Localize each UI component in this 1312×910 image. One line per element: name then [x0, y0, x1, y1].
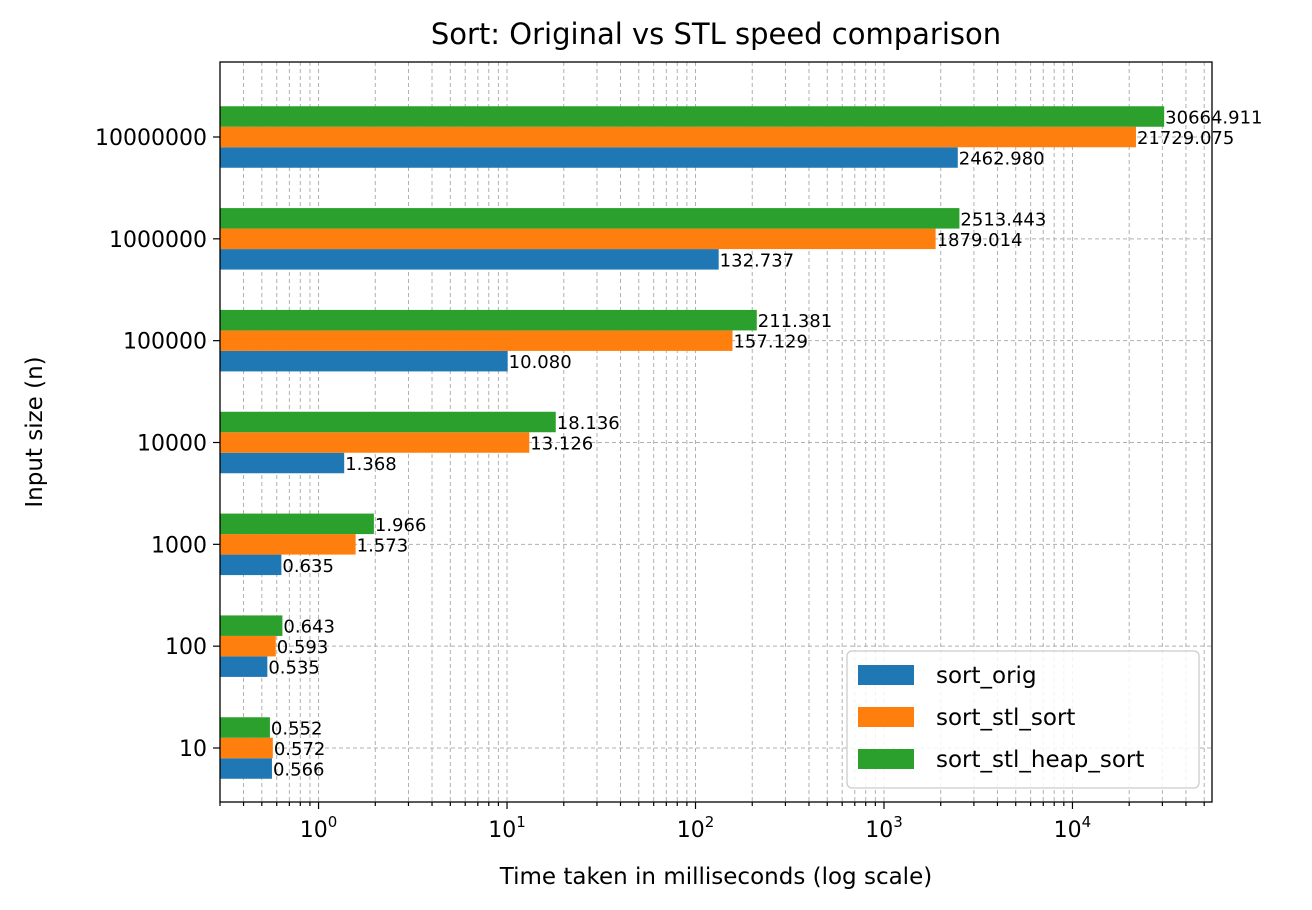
bar-sort-stl-sort: [220, 737, 273, 759]
bar-sort-stl-heap-sort: [220, 309, 757, 331]
bar-sort-stl-heap-sort: [220, 411, 556, 433]
y-axis-label: Input size (n): [22, 356, 48, 507]
x-tick-label: 104: [1054, 813, 1092, 843]
bar-value-label: 2513.443: [960, 209, 1046, 230]
bar-value-label: 0.593: [277, 637, 329, 658]
plot-area: [219, 61, 1213, 803]
legend-label: sort_stl_heap_sort: [936, 747, 1144, 773]
bar-value-label: 132.737: [720, 250, 794, 271]
bar-value-label: 13.126: [530, 434, 593, 455]
bar-value-label: 1.966: [375, 515, 427, 536]
bar-value-label: 18.136: [557, 413, 620, 434]
bar-sort-stl-heap-sort: [220, 615, 283, 636]
bar-value-label: 30664.911: [1165, 108, 1262, 129]
legend-swatch: [858, 707, 914, 727]
bar-sort-orig: [220, 758, 272, 779]
bar-value-label: 0.643: [283, 617, 335, 638]
bar-value-label: 0.566: [273, 760, 325, 781]
bar-sort-orig: [220, 656, 268, 677]
y-tick-label: 100: [165, 635, 207, 660]
bar-value-label: 0.552: [271, 719, 323, 740]
bars: [220, 106, 1165, 779]
bar-sort-stl-sort: [220, 635, 276, 657]
bar-sort-orig: [220, 452, 345, 474]
y-tick-label: 1000000: [109, 228, 207, 253]
bar-sort-orig: [220, 147, 958, 168]
bar-sort-orig: [220, 554, 282, 576]
bar-sort-stl-sort: [220, 534, 356, 555]
bar-value-label: 211.381: [758, 311, 832, 332]
bar-sort-stl-heap-sort: [220, 208, 960, 229]
bar-sort-orig: [220, 249, 719, 270]
bar-sort-orig: [220, 350, 508, 372]
y-tick-label: 10000000: [95, 126, 207, 151]
data-labels: 0.566 0.535 0.635 1.368 10.080 132.737 2462.98…: [268, 108, 1262, 781]
bar-value-label: 2462.980: [959, 149, 1045, 170]
legend-label: sort_stl_sort: [936, 705, 1075, 731]
bar-sort-stl-sort: [220, 126, 1136, 148]
x-tick-label: 103: [865, 813, 903, 843]
bar-value-label: 0.572: [274, 739, 326, 760]
bar-value-label: 1879.014: [937, 230, 1023, 251]
legend-swatch: [858, 749, 914, 769]
legend-label: sort_orig: [936, 663, 1037, 689]
x-tick-label: 101: [488, 813, 526, 843]
x-tick-label: 102: [677, 813, 715, 843]
legend: sort_orig sort_stl_sort sort_stl_heap_sort: [846, 650, 1200, 789]
bar-sort-stl-heap-sort: [220, 513, 374, 535]
legend-frame: [846, 650, 1200, 789]
x-tick-label: 100: [300, 813, 338, 843]
chart-title: Sort: Original vs STL speed comparison: [431, 17, 1001, 51]
bar-value-label: 10.080: [509, 352, 572, 373]
axis-ticks: 10 100 1000 10000 100000 1000000 10000000 100 10…: [95, 126, 1205, 843]
bar-value-label: 1.368: [345, 454, 397, 475]
bar-sort-stl-sort: [220, 432, 530, 453]
y-tick-label: 10: [179, 737, 207, 762]
bar-sort-stl-heap-sort: [220, 106, 1165, 127]
bar-value-label: 1.573: [357, 535, 409, 556]
bar-value-label: 0.635: [282, 556, 334, 577]
y-tick-label: 1000: [151, 533, 207, 558]
bar-value-label: 21729.075: [1137, 128, 1234, 149]
x-axis-label: Time taken in milliseconds (log scale): [499, 864, 932, 890]
bar-value-label: 157.129: [733, 332, 807, 353]
bar-sort-stl-sort: [220, 330, 733, 351]
y-tick-label: 10000: [137, 432, 207, 457]
bar-value-label: 0.535: [268, 658, 320, 679]
legend-swatch: [858, 665, 914, 685]
y-tick-label: 100000: [123, 330, 207, 355]
bar-sort-stl-heap-sort: [220, 717, 270, 738]
bar-sort-stl-sort: [220, 228, 936, 250]
